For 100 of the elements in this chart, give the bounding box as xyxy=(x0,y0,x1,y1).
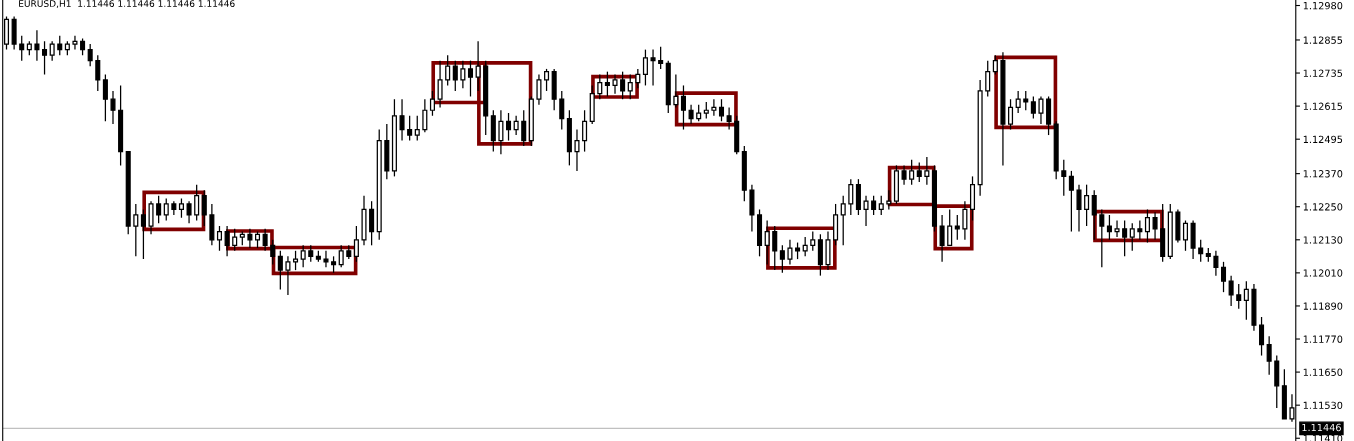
candlestick xyxy=(369,200,375,246)
candlestick xyxy=(1106,214,1112,241)
y-tick-label: 1.11650 xyxy=(1303,368,1343,376)
candlestick xyxy=(505,112,512,142)
candlestick xyxy=(1144,208,1150,244)
y-tick-label: 1.12980 xyxy=(1303,1,1343,10)
candlestick xyxy=(262,228,268,252)
candlestick xyxy=(1122,219,1128,257)
candlestick xyxy=(582,109,588,153)
candlestick xyxy=(87,43,93,67)
candlestick xyxy=(19,35,25,62)
candlestick xyxy=(1114,219,1120,238)
candlestick xyxy=(1061,159,1067,197)
candlestick xyxy=(642,48,648,87)
candlestick xyxy=(1266,335,1272,376)
candlestick xyxy=(635,68,641,89)
candlestick xyxy=(886,189,892,211)
candlestick xyxy=(878,195,884,216)
candlestick xyxy=(57,35,63,56)
ref-line-label: 1.11446 xyxy=(1302,423,1341,432)
candlestick xyxy=(673,73,679,109)
candlestick xyxy=(460,60,466,89)
y-tick-label: 1.11890 xyxy=(1303,302,1343,310)
candlestick xyxy=(1228,275,1234,307)
candlestick xyxy=(848,178,854,216)
y-tick-label: 1.11530 xyxy=(1303,401,1343,409)
candlestick xyxy=(772,225,778,271)
candlestick xyxy=(954,214,960,241)
candlestick xyxy=(863,195,869,227)
candlestick xyxy=(338,244,344,268)
candlestick xyxy=(612,73,618,95)
candlestick xyxy=(597,73,603,100)
candlestick xyxy=(247,228,253,249)
y-tick-label: 1.12130 xyxy=(1303,236,1343,244)
candlestick xyxy=(414,115,420,142)
y-tick-label: 1.12010 xyxy=(1303,269,1343,277)
candlestick xyxy=(1068,170,1074,233)
candlestick xyxy=(604,71,610,98)
candlestick xyxy=(726,106,732,131)
candlestick xyxy=(1015,90,1021,114)
candlestick xyxy=(1259,316,1265,357)
candlestick xyxy=(293,250,299,271)
candlestick xyxy=(840,195,846,246)
candlestick xyxy=(407,115,413,142)
candlestick xyxy=(186,200,192,224)
candlestick xyxy=(110,90,116,125)
candlestick xyxy=(232,228,238,252)
y-tick-label: 1.12735 xyxy=(1303,69,1343,77)
candlestick xyxy=(802,236,808,257)
candlestick xyxy=(650,48,656,87)
candlestick xyxy=(178,197,184,219)
candlestick xyxy=(445,54,451,87)
candlestick xyxy=(1099,208,1105,268)
candlestick xyxy=(1076,184,1082,233)
candlestick xyxy=(513,115,519,136)
candlestick xyxy=(658,46,664,70)
candlestick xyxy=(1137,219,1143,241)
candlestick xyxy=(353,225,359,263)
candlestick xyxy=(962,200,968,241)
candlestick xyxy=(277,250,283,291)
candlestick xyxy=(1236,283,1242,310)
candlestick xyxy=(1152,211,1158,241)
candlestick xyxy=(1243,280,1249,321)
candlestick xyxy=(764,219,770,266)
candlestick xyxy=(323,250,329,268)
chart-title: EURUSD,H1 1.11446 1.11446 1.11446 1.11446 xyxy=(19,0,235,8)
candlestick xyxy=(718,98,725,122)
candlestick xyxy=(1023,90,1029,111)
candlestick xyxy=(95,54,101,92)
candlestick xyxy=(1198,239,1204,263)
candlestick xyxy=(437,60,443,109)
candlestick xyxy=(285,255,291,296)
candlestick xyxy=(711,98,717,117)
candlestick xyxy=(559,90,565,131)
candlestick xyxy=(34,29,40,62)
candlestick xyxy=(1213,250,1219,277)
candlestick xyxy=(201,189,207,227)
candlestick xyxy=(429,90,435,117)
y-tick-label: 1.11770 xyxy=(1303,335,1343,343)
candlestick xyxy=(1038,95,1044,125)
candlestick xyxy=(452,60,458,92)
candlestick xyxy=(1129,222,1135,252)
candlestick xyxy=(224,225,230,257)
candlestick xyxy=(688,104,694,125)
candlestick xyxy=(133,203,139,257)
candlestick xyxy=(1182,219,1189,252)
candlestick xyxy=(901,164,907,186)
candlestick xyxy=(42,40,48,76)
candlestick xyxy=(1008,98,1014,131)
candlestick xyxy=(140,208,146,260)
candlestick xyxy=(163,197,169,222)
candlestick xyxy=(422,98,428,133)
y-tick-label: 1.12615 xyxy=(1303,102,1343,110)
candlestick xyxy=(544,68,550,92)
candlestick xyxy=(680,84,686,131)
candlestick xyxy=(1084,184,1090,227)
candlestick xyxy=(627,73,633,100)
y-tick-label: 1.12370 xyxy=(1303,170,1343,178)
y-tick-label: 1.12250 xyxy=(1303,203,1343,211)
candlestick xyxy=(574,128,580,172)
